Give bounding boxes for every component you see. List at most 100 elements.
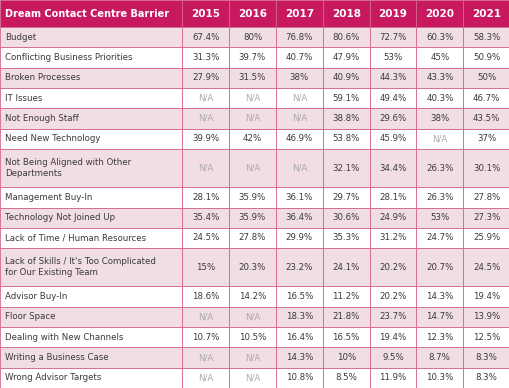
Bar bbox=[229, 0, 275, 27]
Bar bbox=[0, 27, 182, 47]
Text: Dream Contact Centre Barrier: Dream Contact Centre Barrier bbox=[5, 9, 169, 19]
Text: 34.4%: 34.4% bbox=[379, 164, 406, 173]
Text: 19.4%: 19.4% bbox=[379, 333, 406, 342]
Text: 32.1%: 32.1% bbox=[332, 164, 359, 173]
Bar bbox=[369, 347, 415, 368]
Text: N/A: N/A bbox=[244, 164, 260, 173]
Text: N/A: N/A bbox=[291, 114, 306, 123]
Text: 15%: 15% bbox=[195, 263, 215, 272]
Bar bbox=[182, 347, 229, 368]
Text: 47.9%: 47.9% bbox=[332, 53, 359, 62]
Bar bbox=[415, 27, 462, 47]
Bar bbox=[462, 307, 509, 327]
Bar bbox=[182, 307, 229, 327]
Text: 10%: 10% bbox=[336, 353, 355, 362]
Bar bbox=[415, 187, 462, 208]
Bar bbox=[369, 307, 415, 327]
Text: N/A: N/A bbox=[197, 164, 213, 173]
Text: 39.9%: 39.9% bbox=[192, 134, 219, 143]
Text: 10.3%: 10.3% bbox=[425, 373, 453, 382]
Bar bbox=[275, 108, 322, 128]
Text: Conflicting Business Priorities: Conflicting Business Priorities bbox=[5, 53, 132, 62]
Text: 50.9%: 50.9% bbox=[472, 53, 499, 62]
Text: 20.2%: 20.2% bbox=[379, 263, 406, 272]
Text: 23.7%: 23.7% bbox=[379, 312, 406, 321]
Bar bbox=[275, 68, 322, 88]
Bar bbox=[369, 327, 415, 347]
Bar bbox=[462, 208, 509, 228]
Text: 37%: 37% bbox=[476, 134, 495, 143]
Bar bbox=[462, 248, 509, 286]
Bar bbox=[182, 228, 229, 248]
Bar bbox=[0, 347, 182, 368]
Bar bbox=[182, 208, 229, 228]
Text: 43.3%: 43.3% bbox=[425, 73, 453, 82]
Text: 38.8%: 38.8% bbox=[332, 114, 359, 123]
Text: 24.7%: 24.7% bbox=[425, 234, 453, 242]
Text: N/A: N/A bbox=[244, 312, 260, 321]
Bar bbox=[322, 248, 369, 286]
Text: 25.9%: 25.9% bbox=[472, 234, 499, 242]
Bar bbox=[322, 88, 369, 108]
Text: 80.6%: 80.6% bbox=[332, 33, 359, 42]
Bar bbox=[322, 228, 369, 248]
Text: 26.3%: 26.3% bbox=[425, 164, 453, 173]
Bar bbox=[182, 68, 229, 88]
Bar bbox=[369, 88, 415, 108]
Text: 20.3%: 20.3% bbox=[238, 263, 266, 272]
Bar bbox=[182, 149, 229, 187]
Text: Management Buy-In: Management Buy-In bbox=[5, 193, 92, 202]
Bar bbox=[182, 187, 229, 208]
Bar bbox=[322, 368, 369, 388]
Text: 80%: 80% bbox=[242, 33, 262, 42]
Text: N/A: N/A bbox=[197, 373, 213, 382]
Text: 14.7%: 14.7% bbox=[425, 312, 453, 321]
Text: Lack of Skills / It's Too Complicated
for Our Existing Team: Lack of Skills / It's Too Complicated fo… bbox=[5, 257, 156, 277]
Text: Dealing with New Channels: Dealing with New Channels bbox=[5, 333, 123, 342]
Text: 35.4%: 35.4% bbox=[191, 213, 219, 222]
Text: Broken Processes: Broken Processes bbox=[5, 73, 80, 82]
Bar bbox=[182, 88, 229, 108]
Bar bbox=[415, 47, 462, 68]
Text: 45%: 45% bbox=[429, 53, 448, 62]
Bar bbox=[0, 368, 182, 388]
Bar bbox=[229, 286, 275, 307]
Bar bbox=[229, 68, 275, 88]
Bar bbox=[229, 368, 275, 388]
Text: 29.9%: 29.9% bbox=[285, 234, 313, 242]
Text: 67.4%: 67.4% bbox=[191, 33, 219, 42]
Bar bbox=[369, 108, 415, 128]
Bar bbox=[462, 286, 509, 307]
Bar bbox=[275, 307, 322, 327]
Text: 53%: 53% bbox=[383, 53, 402, 62]
Bar bbox=[275, 248, 322, 286]
Text: 10.8%: 10.8% bbox=[285, 373, 313, 382]
Bar bbox=[229, 187, 275, 208]
Text: 20.2%: 20.2% bbox=[379, 292, 406, 301]
Bar bbox=[462, 108, 509, 128]
Bar bbox=[322, 0, 369, 27]
Bar bbox=[182, 47, 229, 68]
Bar bbox=[229, 248, 275, 286]
Text: 31.3%: 31.3% bbox=[191, 53, 219, 62]
Text: 35.9%: 35.9% bbox=[238, 193, 266, 202]
Text: 2015: 2015 bbox=[191, 9, 220, 19]
Bar bbox=[369, 208, 415, 228]
Text: 38%: 38% bbox=[429, 114, 448, 123]
Bar bbox=[322, 149, 369, 187]
Text: 8.3%: 8.3% bbox=[475, 373, 497, 382]
Bar bbox=[229, 149, 275, 187]
Bar bbox=[462, 27, 509, 47]
Text: 27.3%: 27.3% bbox=[472, 213, 499, 222]
Text: 13.9%: 13.9% bbox=[472, 312, 499, 321]
Bar bbox=[322, 47, 369, 68]
Bar bbox=[182, 286, 229, 307]
Bar bbox=[462, 0, 509, 27]
Text: 72.7%: 72.7% bbox=[379, 33, 406, 42]
Text: 14.2%: 14.2% bbox=[238, 292, 266, 301]
Bar bbox=[0, 248, 182, 286]
Text: 24.5%: 24.5% bbox=[472, 263, 499, 272]
Text: N/A: N/A bbox=[197, 312, 213, 321]
Bar bbox=[369, 47, 415, 68]
Text: 21.8%: 21.8% bbox=[332, 312, 359, 321]
